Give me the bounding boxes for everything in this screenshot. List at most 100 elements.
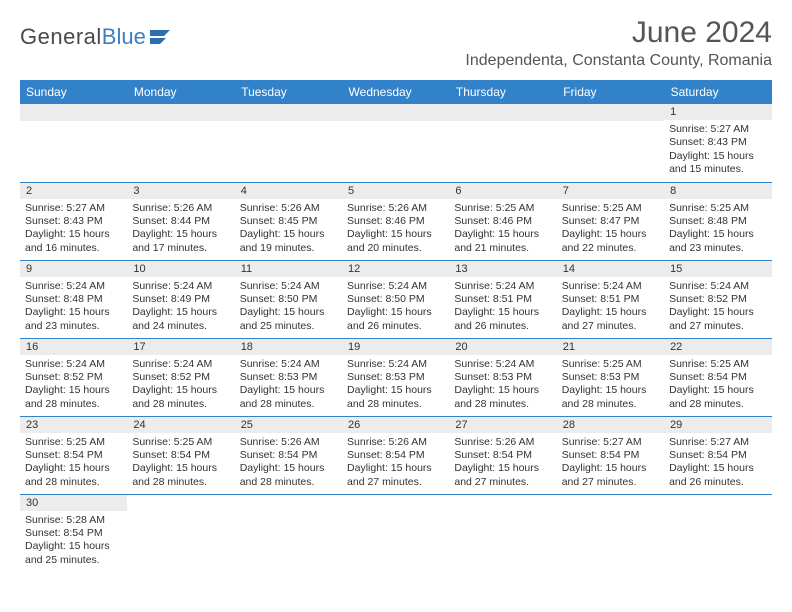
day-number: 17 — [127, 339, 234, 355]
calendar-cell: 8Sunrise: 5:25 AMSunset: 8:48 PMDaylight… — [664, 182, 771, 260]
day-content: Sunrise: 5:25 AMSunset: 8:47 PMDaylight:… — [557, 199, 664, 259]
calendar-cell: 25Sunrise: 5:26 AMSunset: 8:54 PMDayligh… — [235, 416, 342, 494]
day-number: 30 — [20, 495, 127, 511]
day-number: 15 — [664, 261, 771, 277]
day-number: 27 — [449, 417, 556, 433]
day-content: Sunrise: 5:24 AMSunset: 8:48 PMDaylight:… — [20, 277, 127, 337]
empty-day — [449, 104, 556, 121]
calendar-cell: 21Sunrise: 5:25 AMSunset: 8:53 PMDayligh… — [557, 338, 664, 416]
calendar-cell: 4Sunrise: 5:26 AMSunset: 8:45 PMDaylight… — [235, 182, 342, 260]
day-content: Sunrise: 5:26 AMSunset: 8:54 PMDaylight:… — [449, 433, 556, 493]
calendar-cell: 30Sunrise: 5:28 AMSunset: 8:54 PMDayligh… — [20, 494, 127, 572]
logo-blue-group: Blue — [102, 24, 174, 50]
month-title: June 2024 — [465, 16, 772, 50]
title-block: June 2024 Independenta, Constanta County… — [465, 16, 772, 76]
calendar-cell: 10Sunrise: 5:24 AMSunset: 8:49 PMDayligh… — [127, 260, 234, 338]
location-text: Independenta, Constanta County, Romania — [465, 52, 772, 70]
day-number: 4 — [235, 183, 342, 199]
calendar-cell: 2Sunrise: 5:27 AMSunset: 8:43 PMDaylight… — [20, 182, 127, 260]
day-number: 13 — [449, 261, 556, 277]
logo-text-gray: General — [20, 24, 102, 50]
calendar-cell: 24Sunrise: 5:25 AMSunset: 8:54 PMDayligh… — [127, 416, 234, 494]
calendar-cell: 27Sunrise: 5:26 AMSunset: 8:54 PMDayligh… — [449, 416, 556, 494]
calendar-cell: 9Sunrise: 5:24 AMSunset: 8:48 PMDaylight… — [20, 260, 127, 338]
calendar-cell — [664, 494, 771, 572]
calendar-cell: 28Sunrise: 5:27 AMSunset: 8:54 PMDayligh… — [557, 416, 664, 494]
day-number: 19 — [342, 339, 449, 355]
day-content: Sunrise: 5:25 AMSunset: 8:46 PMDaylight:… — [449, 199, 556, 259]
calendar-cell: 19Sunrise: 5:24 AMSunset: 8:53 PMDayligh… — [342, 338, 449, 416]
calendar-week-row: 16Sunrise: 5:24 AMSunset: 8:52 PMDayligh… — [20, 338, 772, 416]
calendar-week-row: 1Sunrise: 5:27 AMSunset: 8:43 PMDaylight… — [20, 104, 772, 182]
day-number: 21 — [557, 339, 664, 355]
day-number: 16 — [20, 339, 127, 355]
day-number: 14 — [557, 261, 664, 277]
empty-day — [20, 104, 127, 121]
day-content: Sunrise: 5:24 AMSunset: 8:49 PMDaylight:… — [127, 277, 234, 337]
calendar-cell: 17Sunrise: 5:24 AMSunset: 8:52 PMDayligh… — [127, 338, 234, 416]
day-content: Sunrise: 5:24 AMSunset: 8:53 PMDaylight:… — [342, 355, 449, 415]
day-content: Sunrise: 5:26 AMSunset: 8:44 PMDaylight:… — [127, 199, 234, 259]
day-content: Sunrise: 5:24 AMSunset: 8:52 PMDaylight:… — [127, 355, 234, 415]
empty-day — [342, 104, 449, 121]
day-content: Sunrise: 5:25 AMSunset: 8:54 PMDaylight:… — [20, 433, 127, 493]
day-content: Sunrise: 5:25 AMSunset: 8:54 PMDaylight:… — [127, 433, 234, 493]
header: General Blue June 2024 Independenta, Con… — [20, 16, 772, 76]
empty-day — [127, 104, 234, 121]
weekday-header-row: SundayMondayTuesdayWednesdayThursdayFrid… — [20, 80, 772, 104]
weekday-header: Wednesday — [342, 80, 449, 104]
day-content: Sunrise: 5:25 AMSunset: 8:54 PMDaylight:… — [664, 355, 771, 415]
calendar-week-row: 9Sunrise: 5:24 AMSunset: 8:48 PMDaylight… — [20, 260, 772, 338]
calendar-cell: 26Sunrise: 5:26 AMSunset: 8:54 PMDayligh… — [342, 416, 449, 494]
calendar-cell: 13Sunrise: 5:24 AMSunset: 8:51 PMDayligh… — [449, 260, 556, 338]
calendar-cell — [20, 104, 127, 182]
calendar-cell: 23Sunrise: 5:25 AMSunset: 8:54 PMDayligh… — [20, 416, 127, 494]
day-number: 25 — [235, 417, 342, 433]
weekday-header: Saturday — [664, 80, 771, 104]
flag-icon — [148, 27, 174, 47]
calendar-cell — [557, 104, 664, 182]
day-number: 11 — [235, 261, 342, 277]
calendar-cell: 16Sunrise: 5:24 AMSunset: 8:52 PMDayligh… — [20, 338, 127, 416]
day-content: Sunrise: 5:24 AMSunset: 8:52 PMDaylight:… — [664, 277, 771, 337]
calendar-cell — [449, 104, 556, 182]
day-content: Sunrise: 5:24 AMSunset: 8:53 PMDaylight:… — [449, 355, 556, 415]
calendar-body: 1Sunrise: 5:27 AMSunset: 8:43 PMDaylight… — [20, 104, 772, 572]
day-number: 20 — [449, 339, 556, 355]
day-content: Sunrise: 5:25 AMSunset: 8:48 PMDaylight:… — [664, 199, 771, 259]
day-content: Sunrise: 5:28 AMSunset: 8:54 PMDaylight:… — [20, 511, 127, 571]
weekday-header: Tuesday — [235, 80, 342, 104]
day-content: Sunrise: 5:24 AMSunset: 8:50 PMDaylight:… — [342, 277, 449, 337]
calendar-cell: 3Sunrise: 5:26 AMSunset: 8:44 PMDaylight… — [127, 182, 234, 260]
calendar-cell: 11Sunrise: 5:24 AMSunset: 8:50 PMDayligh… — [235, 260, 342, 338]
day-content: Sunrise: 5:27 AMSunset: 8:43 PMDaylight:… — [20, 199, 127, 259]
calendar-week-row: 2Sunrise: 5:27 AMSunset: 8:43 PMDaylight… — [20, 182, 772, 260]
day-number: 23 — [20, 417, 127, 433]
calendar-cell: 14Sunrise: 5:24 AMSunset: 8:51 PMDayligh… — [557, 260, 664, 338]
calendar-cell: 15Sunrise: 5:24 AMSunset: 8:52 PMDayligh… — [664, 260, 771, 338]
day-content: Sunrise: 5:27 AMSunset: 8:43 PMDaylight:… — [664, 120, 771, 180]
calendar-week-row: 30Sunrise: 5:28 AMSunset: 8:54 PMDayligh… — [20, 494, 772, 572]
logo: General Blue — [20, 16, 174, 50]
day-content: Sunrise: 5:27 AMSunset: 8:54 PMDaylight:… — [557, 433, 664, 493]
day-number: 26 — [342, 417, 449, 433]
day-number: 18 — [235, 339, 342, 355]
day-number: 22 — [664, 339, 771, 355]
empty-day — [557, 104, 664, 121]
day-number: 5 — [342, 183, 449, 199]
calendar-cell: 20Sunrise: 5:24 AMSunset: 8:53 PMDayligh… — [449, 338, 556, 416]
calendar-cell: 1Sunrise: 5:27 AMSunset: 8:43 PMDaylight… — [664, 104, 771, 182]
calendar-cell: 6Sunrise: 5:25 AMSunset: 8:46 PMDaylight… — [449, 182, 556, 260]
calendar-cell — [235, 494, 342, 572]
day-content: Sunrise: 5:24 AMSunset: 8:50 PMDaylight:… — [235, 277, 342, 337]
day-content: Sunrise: 5:24 AMSunset: 8:51 PMDaylight:… — [449, 277, 556, 337]
calendar-table: SundayMondayTuesdayWednesdayThursdayFrid… — [20, 80, 772, 572]
calendar-cell — [235, 104, 342, 182]
calendar-cell: 7Sunrise: 5:25 AMSunset: 8:47 PMDaylight… — [557, 182, 664, 260]
day-content: Sunrise: 5:25 AMSunset: 8:53 PMDaylight:… — [557, 355, 664, 415]
day-content: Sunrise: 5:27 AMSunset: 8:54 PMDaylight:… — [664, 433, 771, 493]
day-content: Sunrise: 5:26 AMSunset: 8:54 PMDaylight:… — [235, 433, 342, 493]
day-number: 1 — [664, 104, 771, 120]
calendar-cell — [342, 104, 449, 182]
logo-text-blue: Blue — [102, 24, 146, 50]
